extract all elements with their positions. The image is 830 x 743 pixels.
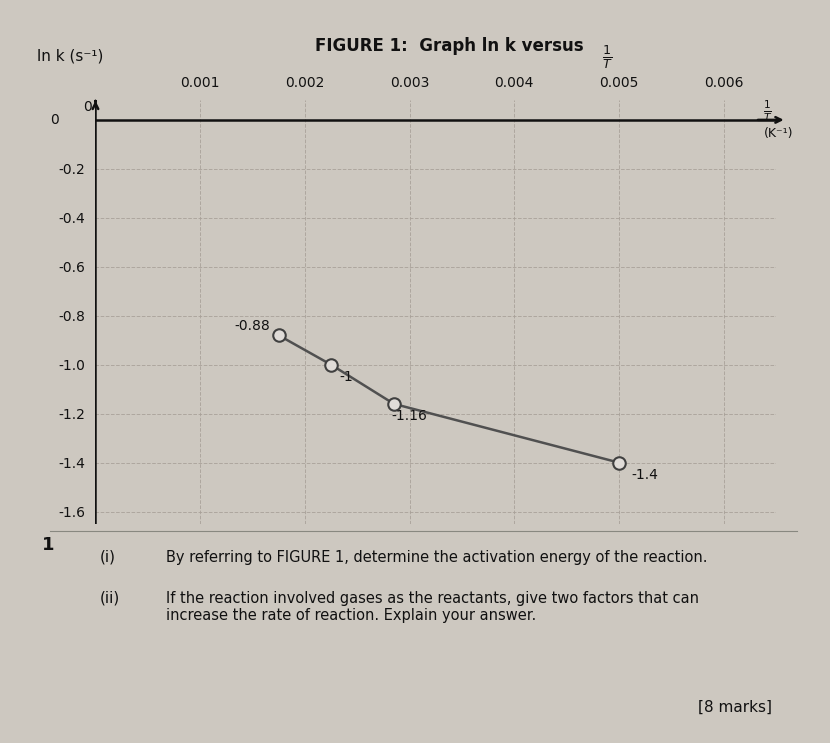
Text: FIGURE 1:  Graph ln k versus: FIGURE 1: Graph ln k versus	[315, 37, 584, 55]
Text: 0: 0	[83, 100, 91, 114]
Text: If the reaction involved gases as the reactants, give two factors that can
incre: If the reaction involved gases as the re…	[166, 591, 699, 623]
Text: -1: -1	[339, 370, 354, 384]
Text: -0.88: -0.88	[235, 319, 271, 333]
Text: $\frac{1}{T}$: $\frac{1}{T}$	[602, 43, 613, 71]
Text: (ii): (ii)	[100, 591, 120, 606]
Text: (K⁻¹): (K⁻¹)	[764, 127, 793, 140]
Text: 1: 1	[42, 536, 54, 554]
Text: (i): (i)	[100, 550, 115, 565]
Text: ln k (s⁻¹): ln k (s⁻¹)	[37, 48, 104, 63]
Text: By referring to FIGURE 1, determine the activation energy of the reaction.: By referring to FIGURE 1, determine the …	[166, 550, 707, 565]
Text: -1.4: -1.4	[632, 468, 658, 482]
Text: $\frac{1}{T}$: $\frac{1}{T}$	[764, 99, 773, 124]
Text: -1.16: -1.16	[392, 409, 427, 423]
Text: [8 marks]: [8 marks]	[698, 700, 772, 715]
Text: 0: 0	[50, 113, 59, 127]
